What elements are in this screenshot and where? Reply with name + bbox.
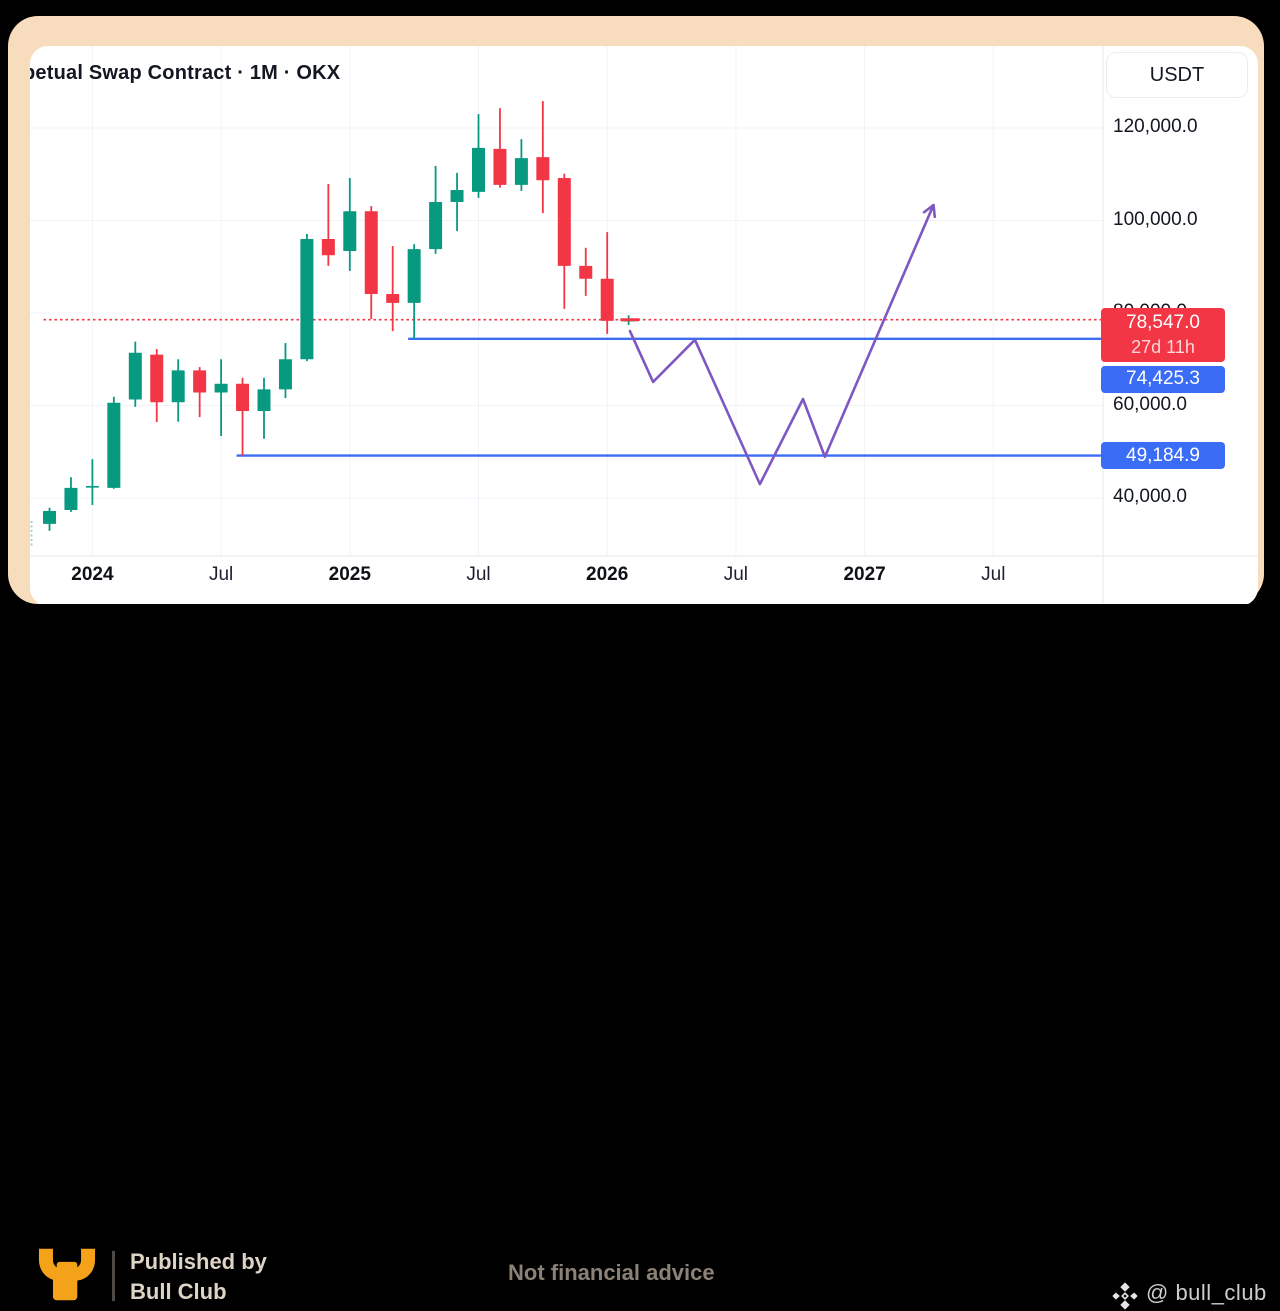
date-axis-label: 2025 (328, 564, 371, 585)
date-axis-label: 2026 (586, 564, 629, 585)
candle-body (278, 359, 292, 390)
candle-countdown: 27d 11h (1131, 337, 1195, 358)
candle-body (536, 157, 550, 181)
published-by-label: Published by (130, 1249, 267, 1274)
chart-frame: petual Swap Contract · 1M · OKX USDT 120… (8, 16, 1264, 606)
symbol-title[interactable]: petual Swap Contract · 1M · OKX (30, 62, 341, 84)
resistance-price-value: 74,425.3 (1126, 368, 1200, 390)
candle-body (472, 147, 485, 192)
price-chart[interactable] (30, 46, 1258, 606)
candle-body (407, 249, 421, 303)
candle-body (600, 278, 614, 321)
candle-body (64, 487, 78, 511)
disclaimer-text: Not financial advice (508, 1260, 715, 1285)
candle-body (450, 189, 464, 202)
bull-club-logo-icon (38, 1248, 96, 1301)
current-price-value: 78,547.0 (1126, 311, 1200, 333)
current-price-badge: 78,547.0 27d 11h (1101, 307, 1225, 362)
price-axis-label: 120,000.0 (1113, 116, 1198, 137)
candle-body (193, 370, 207, 393)
candle-body (364, 211, 378, 295)
candle-body (257, 389, 271, 412)
diamond-logo-icon (1112, 1282, 1138, 1310)
date-axis-label: Jul (466, 564, 491, 585)
footer-divider (112, 1251, 115, 1301)
candle-body (107, 402, 121, 488)
candle-body (579, 265, 593, 279)
currency-button[interactable]: USDT (1106, 52, 1248, 98)
resistance-line-badge[interactable]: 74,425.3 (1101, 365, 1225, 393)
candle-body (300, 239, 314, 360)
date-axis-label: 2027 (843, 564, 886, 585)
support-line-badge[interactable]: 49,184.9 (1101, 442, 1225, 470)
publisher-text: Published by Bull Club (130, 1247, 267, 1307)
price-axis-label: 60,000.0 (1113, 393, 1187, 415)
candle-body (386, 294, 400, 303)
chart-card: petual Swap Contract · 1M · OKX USDT 120… (30, 46, 1258, 606)
projection-path (628, 203, 937, 486)
price-axis-label: 100,000.0 (1113, 208, 1198, 230)
candle-body (343, 211, 357, 252)
candle-body (514, 158, 528, 185)
price-axis-label: 40,000.0 (1113, 486, 1187, 507)
date-axis-label: Jul (981, 564, 1006, 585)
brand-name: Bull Club (130, 1279, 227, 1304)
date-axis-label: Jul (723, 564, 749, 585)
candle-body (150, 354, 164, 403)
candle-body (493, 148, 507, 185)
date-axis-label: 2024 (71, 564, 114, 585)
candle-body (214, 383, 228, 393)
candle-body (43, 510, 56, 524)
candle-body (429, 202, 443, 250)
candle-body (321, 239, 335, 256)
candle-body (557, 177, 571, 266)
social-handle: @ bull_club (1146, 1280, 1267, 1305)
candle-body (128, 352, 142, 400)
footer-bar: Published by Bull Club Not financial adv… (0, 604, 1280, 1310)
support-price-value: 49,184.9 (1126, 444, 1200, 466)
candle-body (85, 485, 99, 488)
candle-body (236, 383, 250, 412)
candle-body (171, 370, 185, 403)
date-axis-label: Jul (208, 564, 234, 585)
